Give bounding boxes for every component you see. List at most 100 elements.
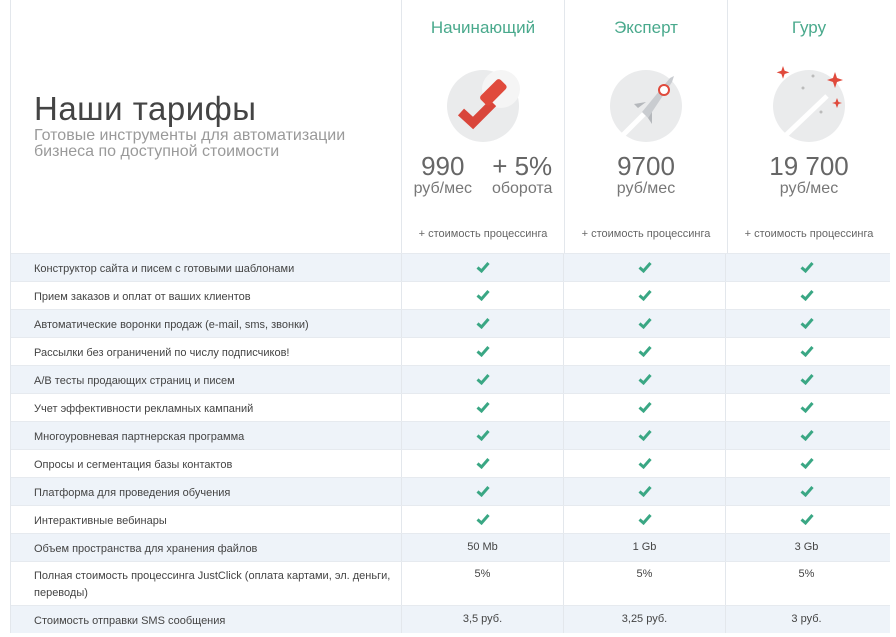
feature-value — [401, 282, 563, 309]
extra-price-unit: оборота — [491, 180, 553, 197]
feature-value — [563, 478, 725, 505]
check-icon — [638, 318, 652, 329]
plan-guru[interactable]: Гуру 19 700 руб/мес + стоимость процессин… — [727, 0, 890, 253]
check-icon — [476, 514, 490, 525]
feature-value — [563, 282, 725, 309]
check-icon — [476, 486, 490, 497]
checkmark-icon — [447, 70, 520, 142]
check-icon — [476, 374, 490, 385]
page-subtitle: Готовые инструменты для автоматизации би… — [34, 127, 346, 160]
feature-value — [563, 422, 725, 449]
processing-note: + стоимость процессинга — [581, 228, 711, 240]
check-icon — [476, 402, 490, 413]
check-icon — [800, 458, 814, 469]
intro: Наши тарифы Готовые инструменты для авто… — [11, 0, 401, 253]
feature-row: Учет эффективности рекламных кампаний — [11, 393, 890, 421]
plan-name: Эксперт — [614, 18, 678, 37]
feature-row: Многоуровневая партнерская программа — [11, 421, 890, 449]
feature-row: Прием заказов и оплат от ваших клиентов — [11, 281, 890, 309]
plan-price: 19 700 руб/мес — [728, 152, 890, 198]
check-icon — [476, 458, 490, 469]
feature-row: Опросы и сегментация базы контактов — [11, 449, 890, 477]
processing-note: + стоимость процессинга — [744, 228, 874, 240]
feature-value — [401, 422, 563, 449]
plan-name: Гуру — [791, 18, 827, 37]
check-icon — [638, 486, 652, 497]
feature-value — [725, 338, 887, 365]
plan-price: 9700 руб/мес — [565, 152, 727, 198]
page-title: Наши тарифы — [34, 90, 257, 127]
check-icon — [638, 290, 652, 301]
feature-value — [401, 478, 563, 505]
feature-value — [725, 506, 887, 533]
feature-row: Интерактивные вебинары — [11, 505, 890, 533]
check-icon — [800, 402, 814, 413]
check-icon — [638, 262, 652, 273]
feature-value — [563, 506, 725, 533]
feature-value: 1 Gb — [563, 534, 725, 561]
plan-price: 990 руб/мес + 5% оборота — [402, 152, 564, 198]
feature-row: A/B тесты продающих страниц и писем — [11, 365, 890, 393]
plan-expert[interactable]: Эксперт 9700 руб/мес + стоимость процесси… — [564, 0, 727, 253]
feature-label: A/B тесты продающих страниц и писем — [34, 375, 235, 387]
feature-value: 5% — [401, 562, 563, 605]
check-icon — [476, 346, 490, 357]
feature-value — [563, 310, 725, 337]
check-icon — [800, 346, 814, 357]
feature-label: Прием заказов и оплат от ваших клиентов — [34, 291, 251, 303]
feature-value — [401, 254, 563, 281]
price-unit: руб/мес — [616, 180, 676, 197]
plan-name: Начинающий — [430, 18, 536, 37]
feature-value: 5% — [725, 562, 887, 605]
feature-label: Учет эффективности рекламных кампаний — [34, 403, 254, 415]
feature-value — [563, 338, 725, 365]
check-icon — [800, 290, 814, 301]
feature-value — [563, 450, 725, 477]
feature-row: Объем пространства для хранения файлов 50… — [11, 533, 890, 561]
feature-value — [401, 394, 563, 421]
pricing-table: Наши тарифы Готовые инструменты для авто… — [10, 0, 890, 633]
check-icon — [638, 402, 652, 413]
feature-value — [563, 366, 725, 393]
feature-value — [725, 366, 887, 393]
feature-value — [563, 394, 725, 421]
feature-value — [401, 310, 563, 337]
feature-label: Полная стоимость процессинга JustClick (… — [34, 570, 391, 599]
stars-icon — [773, 66, 845, 142]
feature-label: Многоуровневая партнерская программа — [34, 431, 245, 443]
check-icon — [638, 430, 652, 441]
feature-rows: Конструктор сайта и писем с готовыми шаб… — [11, 253, 890, 633]
feature-row: Рассылки без ограничений по числу подпис… — [11, 337, 890, 365]
price-unit: руб/мес — [779, 180, 839, 197]
feature-value — [401, 506, 563, 533]
feature-value — [725, 254, 887, 281]
feature-value — [725, 310, 887, 337]
check-icon — [800, 430, 814, 441]
check-icon — [476, 262, 490, 273]
feature-label: Интерактивные вебинары — [34, 515, 167, 527]
check-icon — [476, 290, 490, 301]
feature-value — [725, 282, 887, 309]
feature-label: Рассылки без ограничений по числу подпис… — [34, 347, 290, 359]
feature-value — [401, 366, 563, 393]
plan-beginner[interactable]: Начинающий 990 руб/мес + 5% оборота + стои… — [401, 0, 564, 253]
rocket-icon — [610, 70, 682, 142]
price-unit: руб/мес — [413, 180, 472, 197]
feature-value: 3 Gb — [725, 534, 887, 561]
feature-value — [725, 422, 887, 449]
feature-label: Автоматические воронки продаж (e-mail, s… — [34, 319, 309, 331]
price-value: 9700 — [617, 151, 675, 181]
check-icon — [800, 374, 814, 385]
feature-value: 3 руб. — [725, 606, 887, 633]
feature-label: Стоимость отправки SMS сообщения — [34, 615, 226, 627]
feature-value — [725, 478, 887, 505]
feature-label: Опросы и сегментация базы контактов — [34, 459, 233, 471]
feature-value — [401, 450, 563, 477]
feature-value — [725, 450, 887, 477]
check-icon — [800, 514, 814, 525]
feature-value: 3,25 руб. — [563, 606, 725, 633]
check-icon — [476, 318, 490, 329]
extra-price-value: + 5% — [492, 151, 553, 181]
check-icon — [800, 318, 814, 329]
feature-row: Автоматические воронки продаж (e-mail, s… — [11, 309, 890, 337]
